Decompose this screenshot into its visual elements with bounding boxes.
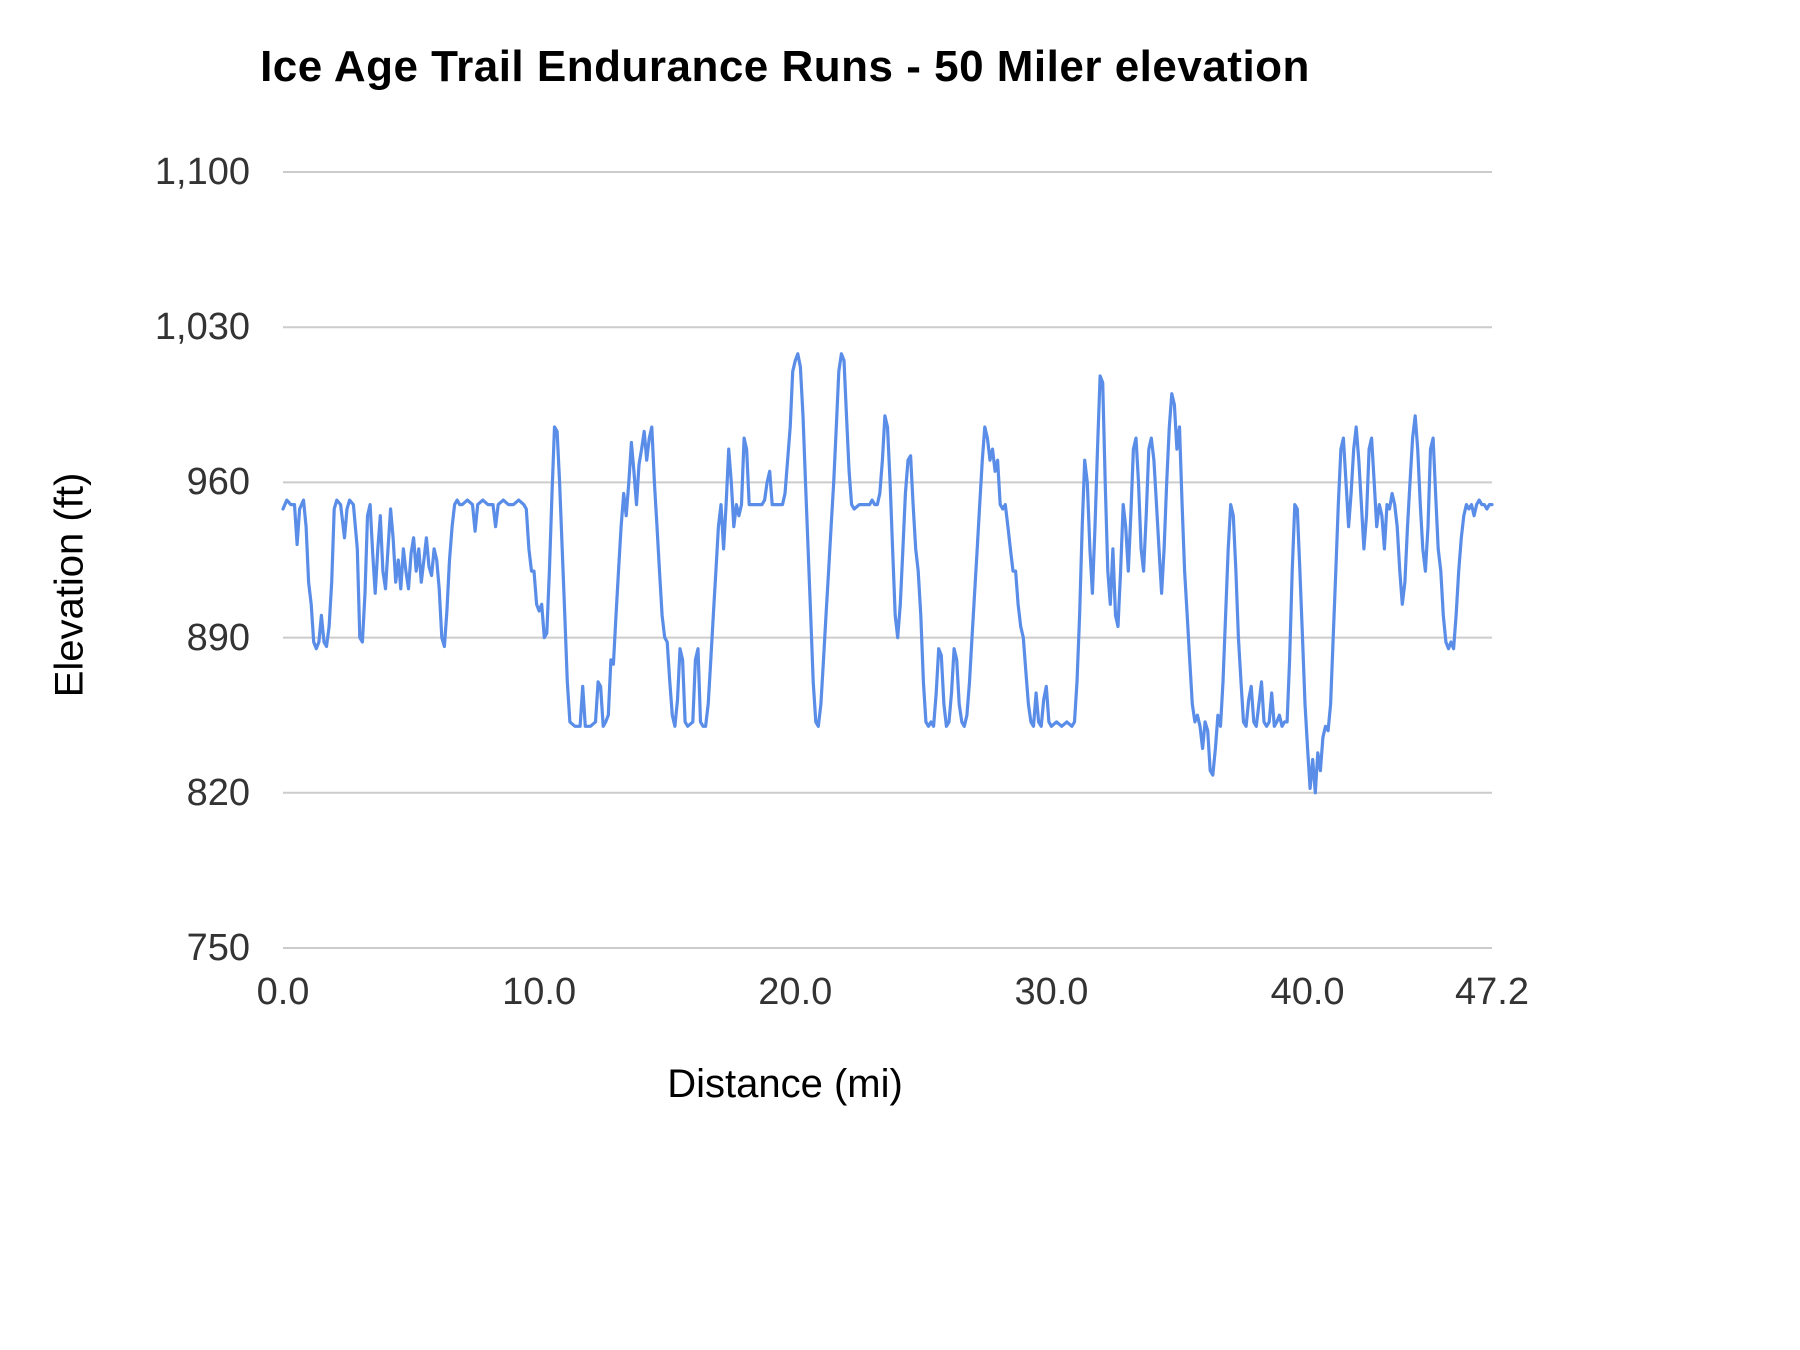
x-tick-label: 20.0 xyxy=(758,971,833,1013)
y-tick-label: 820 xyxy=(186,771,250,814)
y-tick-label: 1,030 xyxy=(154,306,250,349)
x-tick-label: 30.0 xyxy=(1014,971,1089,1013)
x-tick-label: 0.0 xyxy=(256,971,310,1013)
y-axis-title: Elevation (ft) xyxy=(47,472,92,698)
x-tick-label: 47.2 xyxy=(1455,971,1529,1013)
x-tick-label: 10.0 xyxy=(502,971,577,1013)
x-axis-title: Distance (mi) xyxy=(667,1062,903,1106)
elevation-line xyxy=(281,352,1494,795)
y-tick-label: 890 xyxy=(186,616,250,659)
plot-area xyxy=(281,171,1494,949)
y-tick-label: 750 xyxy=(186,927,250,969)
x-tick-label: 40.0 xyxy=(1270,971,1345,1013)
y-tick-label: 960 xyxy=(186,461,250,504)
y-tick-label: 1,100 xyxy=(154,151,250,193)
chart-title: Ice Age Trail Endurance Runs - 50 Miler … xyxy=(260,42,1310,91)
